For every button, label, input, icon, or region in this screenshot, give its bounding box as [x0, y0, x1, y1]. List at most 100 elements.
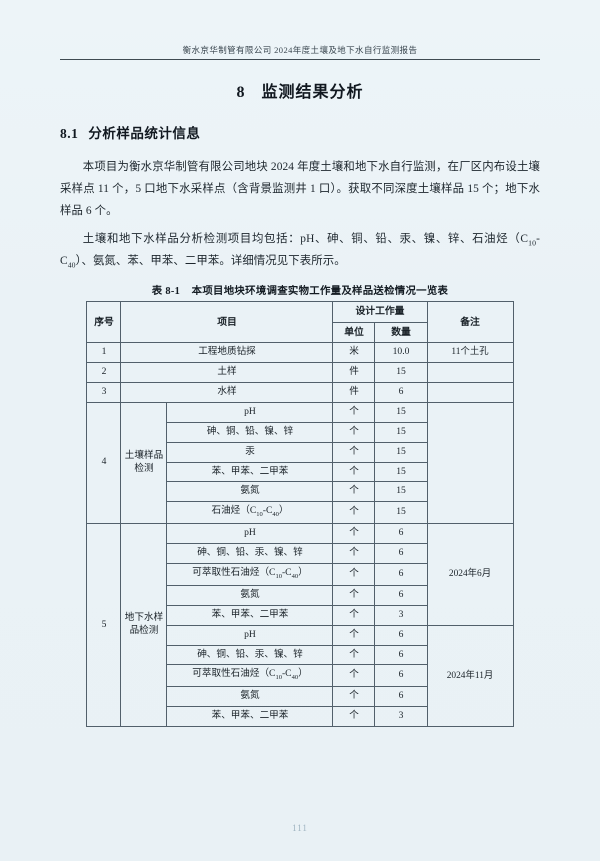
table-row: 4 土壤样品检测 pH 个 15: [86, 401, 514, 525]
table-caption: 表 8-1 本项目地块环境调查实物工作量及样品送检情况一览表: [60, 282, 540, 297]
table-row: 苯、甲苯、二甲苯 个 3: [87, 706, 513, 728]
cell-qty: 6: [374, 686, 428, 708]
cell-qty: 15: [374, 421, 428, 443]
cell-category: 地下水样品检测: [120, 523, 168, 728]
table-row: 2 土样 件 15: [86, 361, 514, 383]
header-workload: 设计工作量: [332, 301, 428, 323]
cell-qty: 6: [374, 624, 428, 646]
cell-qty: 3: [374, 604, 428, 626]
cell-qty: 6: [374, 664, 428, 688]
cell-no: 5: [86, 523, 122, 728]
cell-item: 砷、铜、铅、汞、镍、锌: [166, 543, 334, 565]
cell-item: 氨氮: [166, 481, 334, 503]
cell-note-batch2: 2024年11月: [426, 624, 514, 728]
cell-item: 氨氮: [166, 686, 334, 708]
cell-qty: 6: [374, 563, 428, 586]
running-header: 衡水京华制管有限公司 2024年度土壤及地下水自行监测报告: [182, 45, 418, 55]
cell-unit: 个: [332, 523, 376, 545]
cell-item: pH: [166, 401, 334, 423]
table-row: 氨氮 个 15: [87, 481, 513, 503]
cell-unit: 个: [332, 584, 376, 606]
header-unit: 单位: [332, 321, 376, 343]
cell-item: 苯、甲苯、二甲苯: [166, 604, 334, 626]
cell-qty: 15: [374, 481, 428, 503]
cell-unit: 个: [332, 644, 376, 666]
table-row: 可萃取性石油烃（C10-C40） 个 6: [87, 664, 513, 688]
cell-item: 氨氮: [166, 584, 334, 606]
cell-unit: 个: [332, 604, 376, 626]
table-row: 苯、甲苯、二甲苯 个 3: [87, 604, 513, 626]
cell-unit: 个: [332, 421, 376, 443]
cell-unit: 件: [332, 361, 376, 383]
cell-item: 石油烃（C10-C40）: [166, 501, 334, 525]
cell-item: 土样: [120, 361, 334, 383]
table-body: 1 工程地质钻探 米 10.0 11个土孔 2 土样 件 15 3 水样 件 6: [86, 341, 514, 728]
cell-category: 土壤样品检测: [120, 401, 168, 525]
cell-qty: 15: [374, 501, 428, 525]
cell-item: 砷、铜、铅、镍、锌: [166, 421, 334, 443]
header-no: 序号: [86, 301, 122, 343]
cell-item: pH: [166, 523, 334, 545]
cell-unit: 个: [332, 624, 376, 646]
cell-item: 苯、甲苯、二甲苯: [166, 706, 334, 728]
cell-unit: 个: [332, 664, 376, 688]
cell-unit: 米: [332, 341, 376, 363]
table-row: 氨氮 个 6: [87, 686, 513, 708]
cell-qty: 6: [374, 543, 428, 565]
cell-qty: 15: [374, 361, 428, 383]
cell-unit: 个: [332, 706, 376, 728]
table-row: 5 地下水样品检测 pH 个 6 2024年6月: [86, 523, 514, 728]
cell-note: [426, 381, 514, 403]
cell-qty: 6: [374, 381, 428, 403]
section-title-text: 分析样品统计信息: [88, 126, 201, 141]
cell-unit: 件: [332, 381, 376, 403]
cell-unit: 个: [332, 481, 376, 503]
cell-no: 1: [86, 341, 122, 363]
cell-item: 汞: [166, 441, 334, 463]
table-row: 1 工程地质钻探 米 10.0 11个土孔: [86, 341, 514, 363]
table-row: 苯、甲苯、二甲苯 个 15: [87, 461, 513, 483]
header-note: 备注: [426, 301, 514, 343]
header-qty: 数量: [374, 321, 428, 343]
workload-table: 序号 项目 设计工作量 备注 单位 数量 1 工程地质钻探 米 10.0 11个…: [86, 301, 514, 728]
cell-qty: 6: [374, 523, 428, 545]
table-row: 砷、铜、铅、汞、镍、锌 个 6: [87, 644, 513, 666]
paragraph-analytes: 土壤和地下水样品分析检测项目均包括：pH、砷、铜、铅、汞、镍、锌、石油烃（C10…: [60, 232, 540, 270]
header-row-top: 序号 项目 设计工作量 备注: [86, 301, 514, 343]
cell-unit: 个: [332, 543, 376, 565]
header-item: 项目: [120, 301, 334, 343]
chapter-title-text: 监测结果分析: [261, 84, 364, 101]
table-caption-text: 本项目地块环境调查实物工作量及样品送检情况一览表: [191, 286, 449, 298]
table-row: 砷、铜、铅、汞、镍、锌 个 6: [87, 543, 513, 565]
header-row-bottom: 单位 数量: [87, 321, 513, 343]
cell-qty: 6: [374, 644, 428, 666]
cell-item: 可萃取性石油烃（C10-C40）: [166, 664, 334, 688]
cell-qty: 15: [374, 461, 428, 483]
cell-note: [426, 361, 514, 383]
cell-qty: 15: [374, 401, 428, 423]
cell-item: 砷、铜、铅、汞、镍、锌: [166, 644, 334, 666]
cell-item: 水样: [120, 381, 334, 403]
cell-item: pH: [166, 624, 334, 646]
cell-unit: 个: [332, 401, 376, 423]
cell-unit: 个: [332, 441, 376, 463]
table-header: 序号 项目 设计工作量 备注 单位 数量: [86, 301, 514, 343]
cell-note-batch1: 2024年6月: [426, 523, 514, 626]
cell-qty: 15: [374, 441, 428, 463]
cell-unit: 个: [332, 686, 376, 708]
table-row: 3 水样 件 6: [86, 381, 514, 403]
cell-item: 工程地质钻探: [120, 341, 334, 363]
cell-note: 11个土孔: [426, 341, 514, 363]
page-number: 111: [292, 823, 308, 833]
cell-note: [426, 401, 514, 525]
table-row: 砷、铜、铅、镍、锌 个 15: [87, 421, 513, 443]
cell-qty: 6: [374, 584, 428, 606]
cell-item: 苯、甲苯、二甲苯: [166, 461, 334, 483]
chapter-heading: 8 监测结果分析: [60, 78, 540, 102]
chapter-number: 8: [236, 84, 246, 101]
paragraph-overview: 本项目为衡水京华制管有限公司地块 2024 年度土壤和地下水自行监测，在厂区内布…: [60, 161, 540, 218]
cell-qty: 3: [374, 706, 428, 728]
table-row: pH 个 6 2024年11月: [87, 624, 514, 728]
cell-item: 可萃取性石油烃（C10-C40）: [166, 563, 334, 586]
